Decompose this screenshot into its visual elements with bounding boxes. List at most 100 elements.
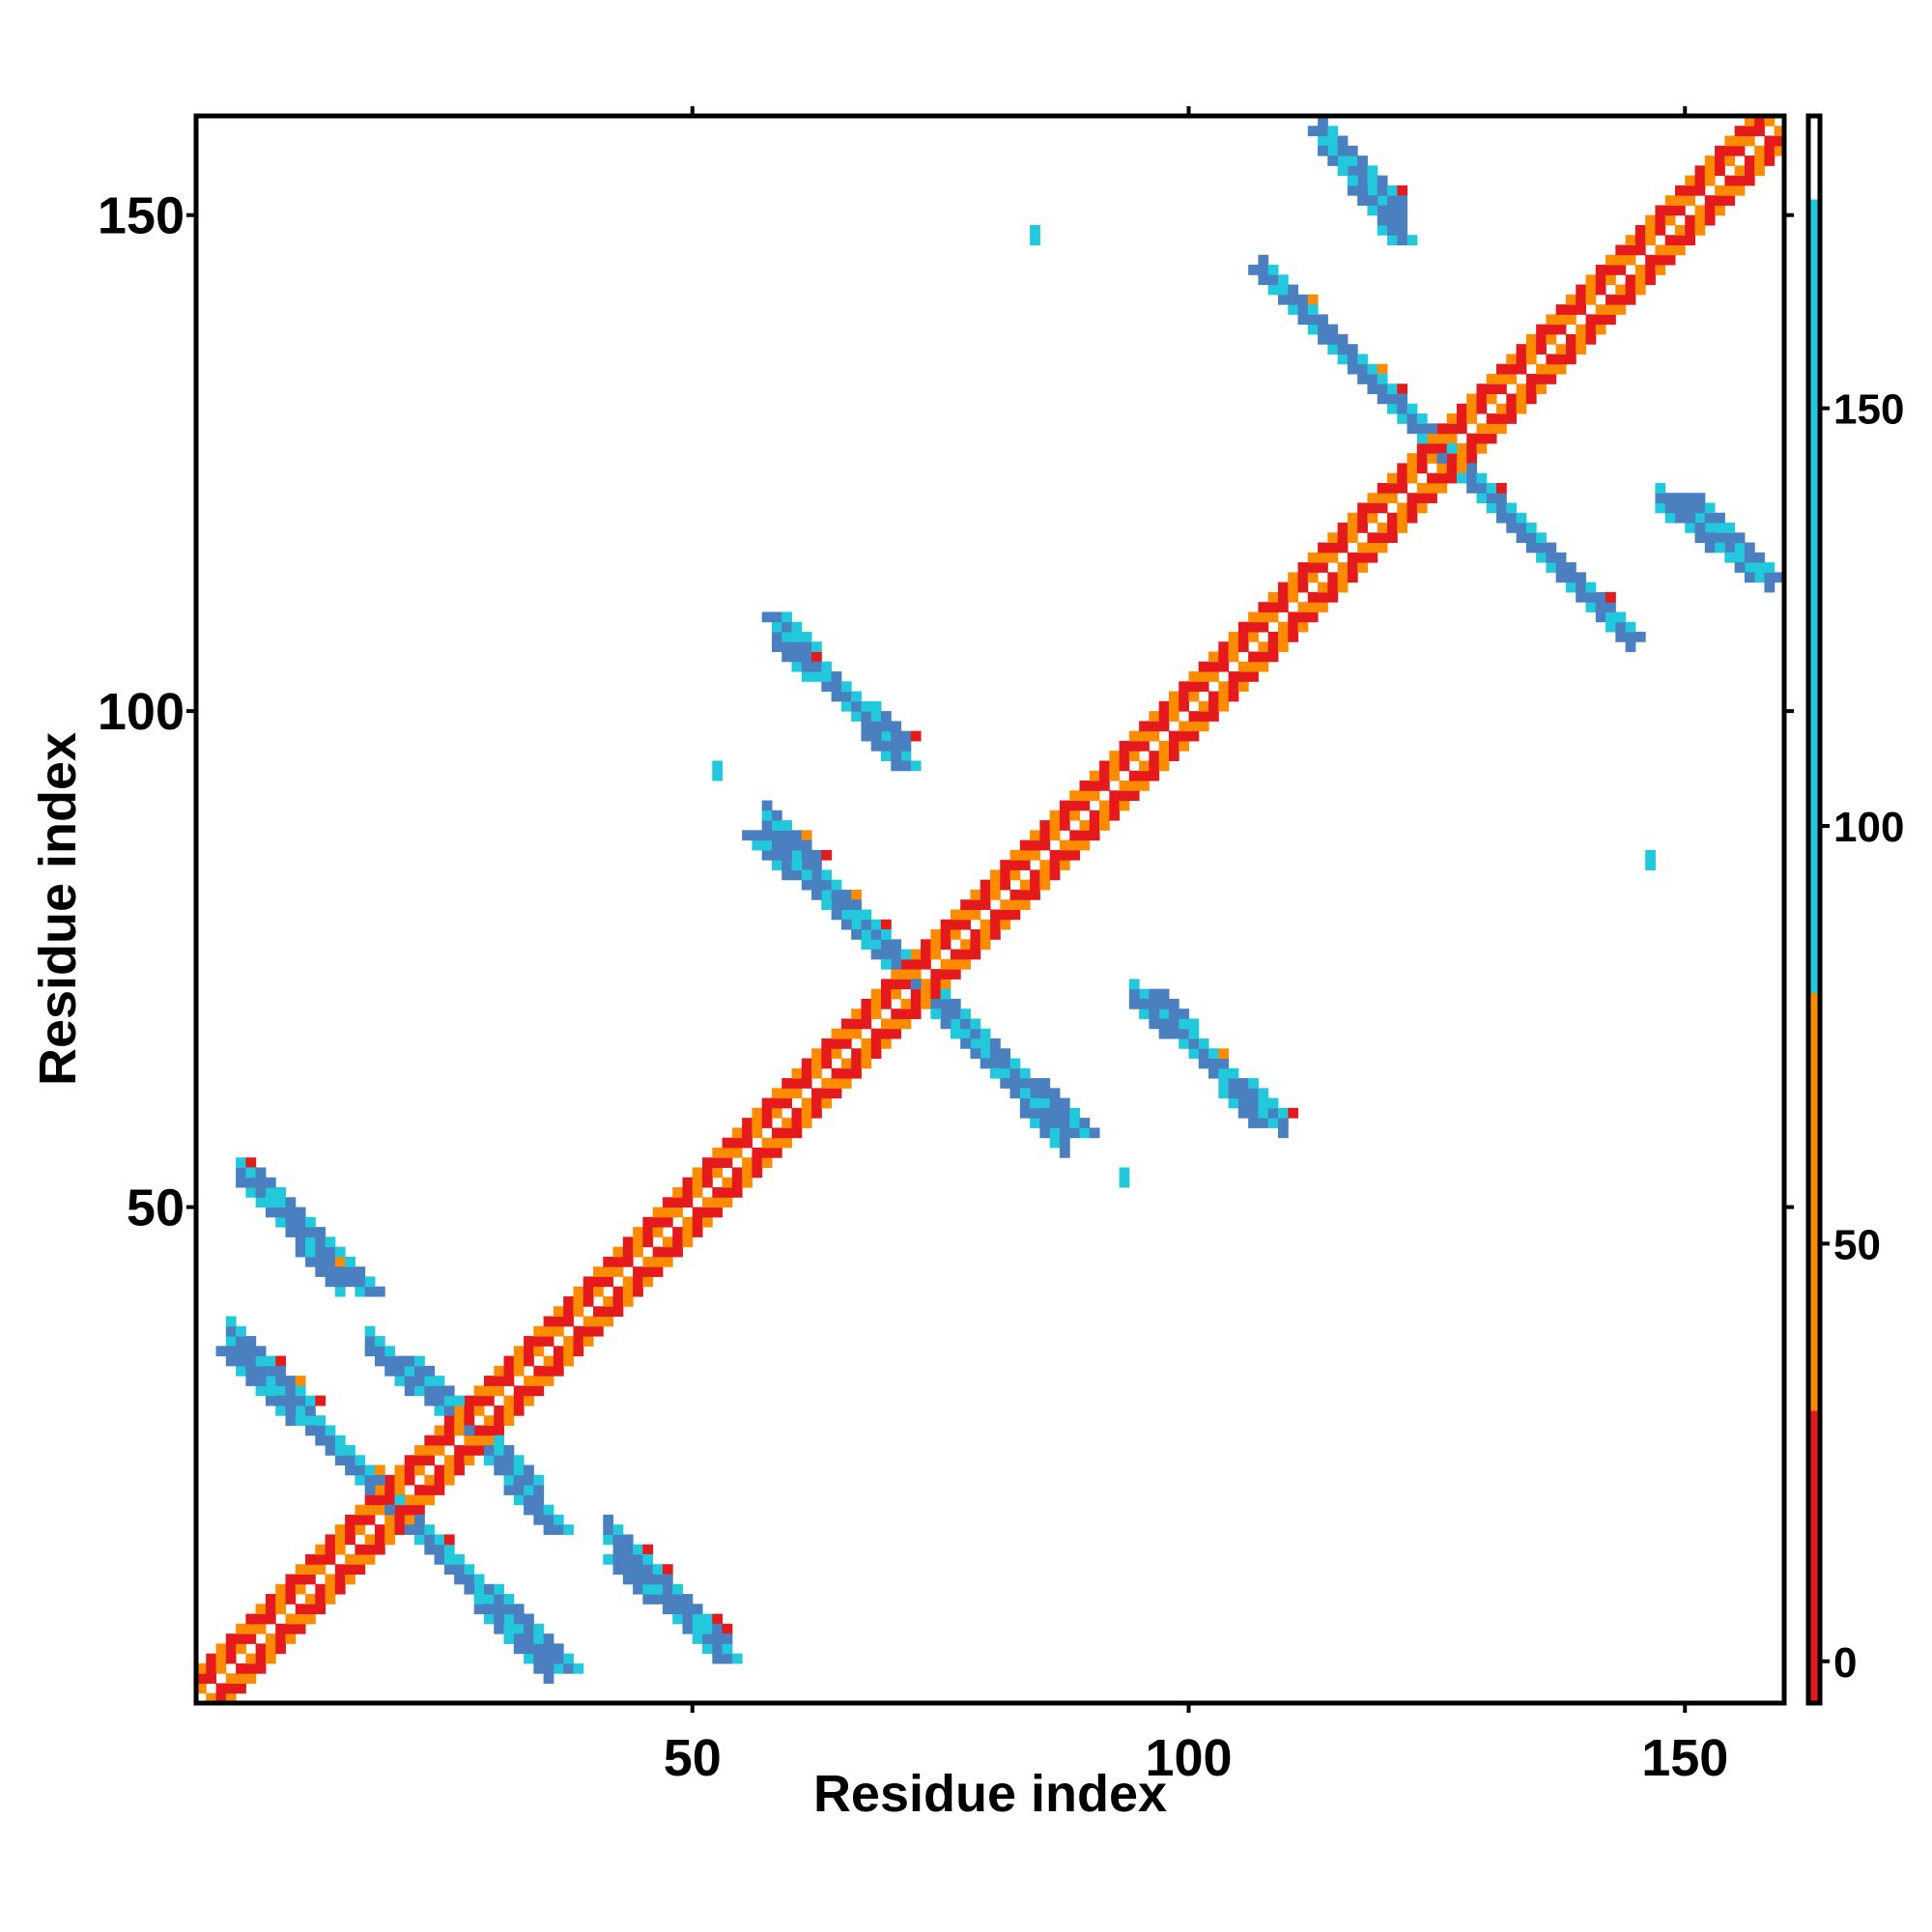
x-axis-title: Residue index [813,1765,1167,1823]
heatmap-cell [533,1514,545,1525]
heatmap-cell [1446,453,1458,464]
heatmap-cell [1307,552,1319,563]
heatmap-cell [1397,214,1408,226]
heatmap-cell [1347,165,1358,177]
heatmap-cell [1486,413,1497,424]
heatmap-cell [1377,493,1388,503]
heatmap-cell [880,979,892,990]
heatmap-cell [702,1197,713,1208]
heatmap-cell [622,1544,634,1555]
heatmap-cell [712,1613,724,1625]
heatmap-cell [1377,185,1388,196]
heatmap-cell [1059,1118,1070,1128]
heatmap-cell [1258,254,1269,266]
heatmap-cell [1327,156,1339,166]
heatmap-cell [1436,482,1448,494]
heatmap-cell [483,1613,495,1625]
heatmap-cell [1625,284,1636,296]
heatmap-cell [1248,1078,1259,1089]
heatmap-cell [573,1295,584,1307]
heatmap-cell [930,979,942,990]
heatmap-cell [940,929,952,940]
heatmap-cell [1536,552,1547,563]
heatmap-cell [771,611,782,623]
heatmap-cell [414,1494,425,1506]
heatmap-cell [1069,1118,1080,1128]
heatmap-cell [1198,721,1209,732]
heatmap-cell [1427,442,1437,454]
heatmap-cell [702,1623,713,1634]
heatmap-cell [990,909,1001,921]
heatmap-cell [1506,363,1518,375]
heatmap-cell [1397,235,1408,245]
heatmap-cell [245,1187,257,1198]
heatmap-cell [1367,185,1378,196]
heatmap-cell [742,1157,753,1168]
heatmap-cell [1039,869,1051,881]
heatmap-cell [801,1058,812,1069]
heatmap-cell [543,1316,554,1327]
heatmap-cell [851,899,862,910]
heatmap-cell [325,1276,336,1288]
heatmap-cell [295,1216,306,1228]
heatmap-cell [771,830,782,841]
heatmap-cell [930,929,942,940]
heatmap-cell [870,919,882,930]
heatmap-cell [1188,671,1200,682]
heatmap-cell [1208,1067,1219,1079]
heatmap-cell [424,1544,436,1555]
heatmap-cell [682,1613,694,1625]
heatmap-cell [533,1494,545,1506]
heatmap-cell [1000,1078,1011,1089]
heatmap-cell [1069,830,1080,841]
heatmap-cell [275,1207,286,1218]
heatmap-cell [1327,542,1339,554]
heatmap-cell [1555,324,1567,335]
heatmap-cell [1655,493,1666,503]
heatmap-cell [543,1365,554,1377]
heatmap-cell [464,1445,475,1456]
heatmap-cell [1694,185,1706,196]
heatmap-cell [245,1177,257,1188]
heatmap-cell [1744,156,1755,166]
heatmap-cell [633,1574,643,1585]
heatmap-cell [404,1474,415,1486]
heatmap-cell [225,1336,237,1347]
heatmap-cell [1436,433,1448,444]
heatmap-cell [533,1634,545,1644]
heatmap-cell [801,1097,812,1109]
heatmap-cell [1724,552,1736,563]
heatmap-cell [1208,700,1219,712]
heatmap-cell [1387,482,1398,494]
heatmap-cell [543,1673,554,1684]
heatmap-cell [265,1594,276,1605]
heatmap-cell [1734,185,1746,196]
heatmap-cell [940,958,952,970]
heatmap-cell [225,1325,237,1337]
heatmap-cell [960,949,971,960]
heatmap-cell [1664,502,1676,514]
heatmap-cell [1764,562,1776,573]
heatmap-cell [1009,849,1021,861]
heatmap-cell [473,1594,485,1605]
heatmap-cell [1228,631,1239,642]
heatmap-cell [265,1376,276,1386]
heatmap-cell [672,1227,683,1237]
heatmap-cell [573,1662,584,1674]
heatmap-cell [1000,869,1011,881]
heatmap-cell [563,1295,574,1307]
heatmap-cell [1357,363,1368,375]
heatmap-cell [831,1028,842,1039]
heatmap-cell [236,1623,246,1634]
heatmap-cell [633,1236,643,1248]
heatmap-cell [364,1534,376,1546]
heatmap-cell [315,1583,327,1595]
heatmap-cell [503,1634,515,1644]
heatmap-cell [870,1028,882,1039]
heatmap-cell [285,1405,297,1416]
heatmap-cell [1337,135,1349,147]
heatmap-cell [225,1316,237,1327]
heatmap-cell [215,1692,227,1704]
heatmap-cell [930,1009,942,1019]
heatmap-cell [781,1088,793,1099]
